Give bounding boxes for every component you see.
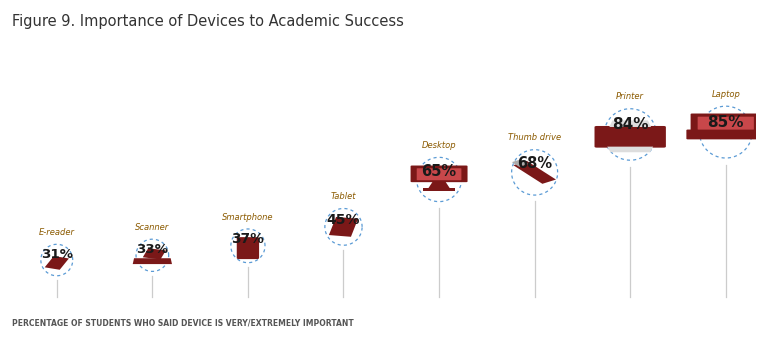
Text: Desktop: Desktop xyxy=(422,141,456,150)
Text: E-reader: E-reader xyxy=(39,228,74,237)
Polygon shape xyxy=(607,147,653,152)
Text: 37%: 37% xyxy=(232,233,264,246)
Text: 65%: 65% xyxy=(422,164,457,179)
Text: Scanner: Scanner xyxy=(135,223,169,232)
Text: 84%: 84% xyxy=(612,117,648,132)
Polygon shape xyxy=(143,248,166,259)
Text: Figure 9. Importance of Devices to Academic Success: Figure 9. Importance of Devices to Acade… xyxy=(11,14,404,29)
Text: 85%: 85% xyxy=(708,115,744,130)
Polygon shape xyxy=(610,120,651,127)
Text: PERCENTAGE OF STUDENTS WHO SAID DEVICE IS VERY/EXTREMELY IMPORTANT: PERCENTAGE OF STUDENTS WHO SAID DEVICE I… xyxy=(11,318,353,327)
Text: 68%: 68% xyxy=(517,156,553,171)
Text: Laptop: Laptop xyxy=(711,90,740,99)
FancyBboxPatch shape xyxy=(691,114,760,132)
Text: 33%: 33% xyxy=(136,243,169,256)
FancyBboxPatch shape xyxy=(237,237,259,259)
Polygon shape xyxy=(133,258,172,264)
Polygon shape xyxy=(511,159,528,167)
FancyBboxPatch shape xyxy=(410,166,467,182)
FancyBboxPatch shape xyxy=(416,168,461,180)
Text: Printer: Printer xyxy=(616,92,644,101)
FancyBboxPatch shape xyxy=(686,129,760,139)
Text: 45%: 45% xyxy=(327,213,360,227)
Text: 31%: 31% xyxy=(41,248,73,260)
Polygon shape xyxy=(329,217,358,237)
Polygon shape xyxy=(429,181,450,188)
Polygon shape xyxy=(513,161,556,184)
Text: Tablet: Tablet xyxy=(331,192,356,201)
FancyBboxPatch shape xyxy=(698,117,754,130)
Polygon shape xyxy=(45,256,69,270)
Text: Thumb drive: Thumb drive xyxy=(508,133,561,142)
Polygon shape xyxy=(423,188,455,191)
Text: Smartphone: Smartphone xyxy=(222,213,274,221)
FancyBboxPatch shape xyxy=(594,126,666,148)
